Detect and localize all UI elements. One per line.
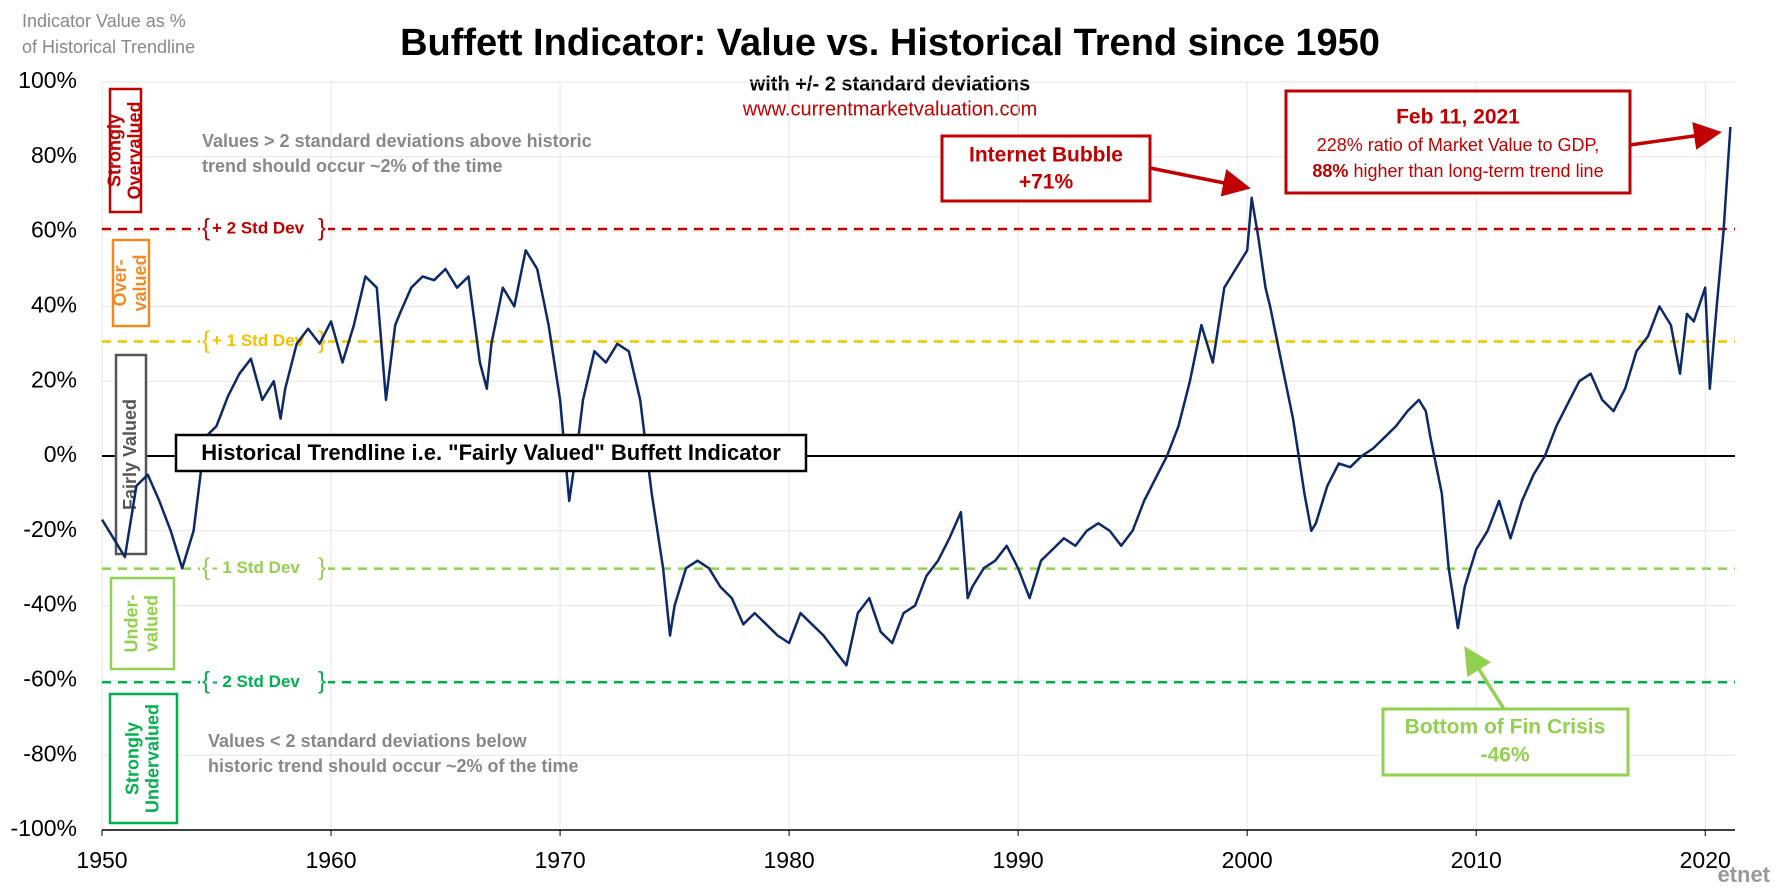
x-tick-label: 2010 <box>1451 847 1502 873</box>
zone-label: Overvalued <box>124 101 144 199</box>
annotation-rest: higher than long-term trend line <box>1353 161 1603 181</box>
bracket: { <box>202 554 210 581</box>
x-tick-label: 2020 <box>1680 847 1731 873</box>
note: Values < 2 standard deviations below <box>208 731 528 751</box>
chart-subtitle: with +/- 2 standard deviations <box>749 73 1031 95</box>
reference-label: - 2 Std Dev <box>212 672 300 691</box>
zone-label: Fairly Valued <box>120 399 140 510</box>
y-axis-label: Indicator Value as % <box>22 11 186 31</box>
reference-label: - 1 Std Dev <box>212 558 300 577</box>
zone-box <box>111 238 151 328</box>
zone-label: valued <box>130 254 150 311</box>
note: trend should occur ~2% of the time <box>202 156 503 176</box>
source: www.currentmarketvaluation.com <box>742 98 1038 120</box>
y-tick-label: 80% <box>31 142 77 168</box>
watermark: etnet <box>1717 862 1770 887</box>
zone-label: Under- <box>121 594 141 652</box>
zone-label: valued <box>141 595 161 652</box>
bracket: { <box>202 668 210 695</box>
bracket: } <box>318 214 326 241</box>
bracket: { <box>202 214 210 241</box>
arrow <box>1149 166 1251 197</box>
x-tick-label: 1960 <box>305 847 356 873</box>
reference-label: + 2 Std Dev <box>212 218 305 237</box>
annotation-box <box>940 134 1152 203</box>
zone-label: Over- <box>110 259 130 306</box>
annotation-text: +71% <box>1019 171 1074 194</box>
annotation-text: Bottom of Fin Crisis <box>1405 716 1606 739</box>
reference-label-bg <box>200 555 328 582</box>
reference-label: + 1 Std Dev <box>212 331 305 350</box>
annotation-text: Internet Bubble <box>969 144 1123 167</box>
trendline-box <box>174 433 808 473</box>
x-tick-label: 1950 <box>76 847 127 873</box>
y-tick-label: -40% <box>23 591 77 617</box>
annotation-text: 228% ratio of Market Value to GDP, <box>1317 135 1599 155</box>
bracket: { <box>202 327 210 354</box>
note: Values > 2 standard deviations above his… <box>202 131 592 151</box>
bracket: } <box>318 554 326 581</box>
zone-label: Strongly <box>104 114 124 187</box>
y-tick-label: -60% <box>23 665 77 691</box>
data-line <box>100 126 1732 667</box>
y-tick-label: 60% <box>31 217 77 243</box>
annotation-text: 88% higher than long-term trend line <box>1312 161 1603 181</box>
zone-label: Strongly <box>122 722 142 795</box>
annotation-bold: 88% <box>1312 161 1348 181</box>
note: historic trend should occur ~2% of the t… <box>208 756 579 776</box>
y-tick-label: -20% <box>23 516 77 542</box>
y-tick-label: 40% <box>31 291 77 317</box>
zone-box <box>108 87 143 214</box>
trendline-label: Historical Trendline i.e. "Fairly Valued… <box>201 440 781 465</box>
y-tick-label: 100% <box>18 67 77 93</box>
annotation-text: Feb 11, 2021 <box>1396 106 1520 129</box>
reference-label-bg <box>200 328 328 355</box>
bracket: } <box>318 668 326 695</box>
x-tick-label: 1990 <box>993 847 1044 873</box>
zone-label: Undervalued <box>142 704 162 813</box>
annotation-box <box>1284 89 1632 195</box>
chart-title: Buffett Indicator: Value vs. Historical … <box>400 22 1380 64</box>
arrow <box>1629 122 1722 150</box>
x-tick-label: 1980 <box>764 847 815 873</box>
annotation-text: -46% <box>1480 744 1529 767</box>
zone-box <box>109 576 176 671</box>
y-axis-label: of Historical Trendline <box>22 37 195 57</box>
y-tick-label: 0% <box>44 441 77 467</box>
zone-box <box>108 692 179 825</box>
arrow <box>1464 646 1506 710</box>
y-tick-label: 20% <box>31 366 77 392</box>
y-tick-label: -100% <box>11 815 77 841</box>
y-tick-label: -80% <box>23 740 77 766</box>
reference-label-bg <box>200 669 328 696</box>
annotation-box <box>1381 707 1630 777</box>
reference-label-bg <box>200 215 328 242</box>
x-tick-label: 2000 <box>1222 847 1273 873</box>
x-tick-label: 1970 <box>534 847 585 873</box>
